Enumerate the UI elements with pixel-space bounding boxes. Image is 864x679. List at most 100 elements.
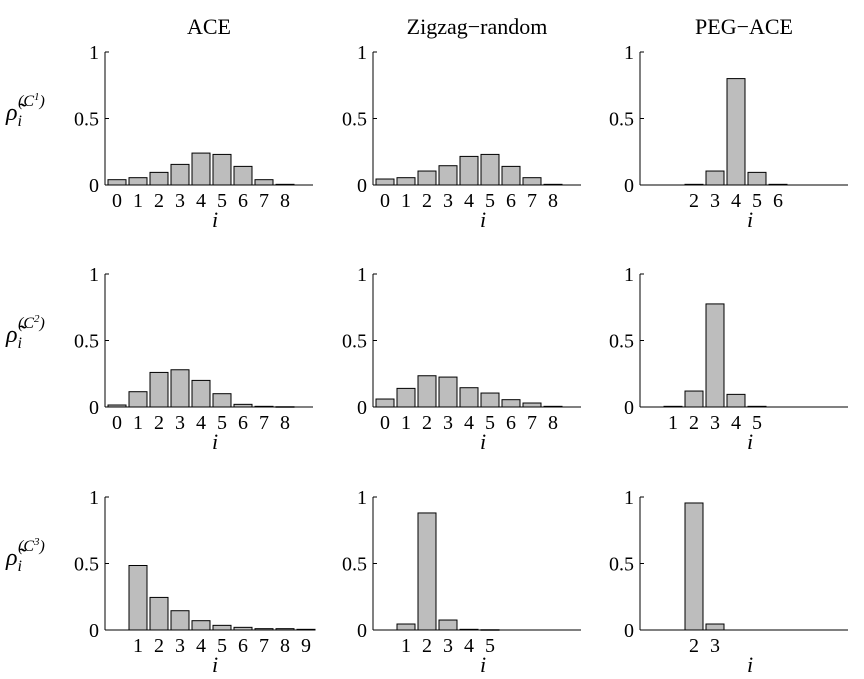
x-tick-label: 2 — [154, 635, 164, 657]
y-tick-label: 1 — [89, 264, 99, 286]
bar — [149, 171, 169, 186]
row-label-text: ρ̃i(C2) — [5, 313, 45, 352]
x-tick-label: 1 — [401, 190, 411, 212]
row-label-3: ρ̃i(C3) — [5, 536, 45, 575]
x-axis-label: i — [212, 652, 218, 677]
bar — [768, 183, 788, 186]
subplot-title: Zigzag−random — [407, 14, 548, 39]
x-tick-label: 2 — [689, 635, 699, 657]
bar — [684, 183, 704, 186]
x-tick-label: 3 — [175, 635, 185, 657]
x-tick-label: 6 — [238, 412, 248, 434]
row-label-1: ρ̃i(C1) — [5, 91, 45, 130]
x-tick-label: 7 — [259, 190, 269, 212]
row-label-text: ρ̃i(C3) — [5, 536, 45, 575]
y-tick-label: 0.5 — [74, 331, 99, 353]
x-tick-label: 2 — [422, 412, 432, 434]
bar — [705, 303, 725, 408]
x-tick-label: 3 — [443, 412, 453, 434]
bar — [438, 165, 458, 186]
bar — [212, 624, 232, 631]
bar — [417, 375, 437, 408]
bar — [275, 183, 295, 186]
x-tick-label: 6 — [506, 190, 516, 212]
y-tick-label: 0.5 — [609, 109, 634, 131]
x-tick-label: 0 — [380, 190, 390, 212]
bar — [254, 628, 274, 631]
x-tick-label: 2 — [689, 412, 699, 434]
bar — [438, 619, 458, 631]
bar — [396, 387, 416, 408]
y-tick-label: 0 — [357, 397, 367, 419]
bar — [233, 165, 253, 186]
y-tick-label: 1 — [357, 487, 367, 509]
row-label-2: ρ̃i(C2) — [5, 313, 45, 352]
x-tick-label: 2 — [689, 190, 699, 212]
x-tick-label: 5 — [485, 412, 495, 434]
x-tick-label: 1 — [401, 412, 411, 434]
y-tick-label: 0.5 — [342, 554, 367, 576]
x-axis-label: i — [747, 652, 753, 677]
bar — [480, 629, 500, 631]
subplot-title: PEG−ACE — [695, 14, 793, 39]
subplot-3-3: 0 0.5 1 2 3 i — [609, 487, 848, 677]
bar — [522, 402, 542, 408]
x-tick-label: 6 — [238, 635, 248, 657]
row-label-text: ρ̃i(C1) — [5, 91, 45, 130]
x-tick-label: 6 — [506, 412, 516, 434]
bar — [212, 153, 232, 186]
bar — [296, 628, 316, 631]
bar — [501, 399, 521, 408]
y-tick-label: 0 — [624, 397, 634, 419]
subplot-2-1: 00.510 1 2 3 4 5 6 7 8i — [74, 264, 313, 454]
bar — [417, 170, 437, 186]
y-tick-label: 0.5 — [609, 554, 634, 576]
bar — [149, 371, 169, 408]
x-tick-label: 4 — [731, 190, 741, 212]
bar — [275, 628, 295, 631]
bar — [726, 78, 746, 186]
x-tick-label: 5 — [752, 412, 762, 434]
y-tick-label: 0 — [624, 620, 634, 642]
x-tick-label: 4 — [464, 412, 474, 434]
bar — [128, 177, 148, 186]
x-tick-label: 4 — [464, 635, 474, 657]
bar — [191, 620, 211, 631]
x-tick-label: 5 — [217, 635, 227, 657]
subplot-3-2: 00.511 2 3 4 5i — [342, 487, 581, 677]
subplot-2-3: 00.511 2 3 4 5i — [609, 264, 848, 454]
bar — [375, 178, 395, 186]
y-tick-label: 1 — [357, 42, 367, 64]
x-tick-label: 7 — [527, 412, 537, 434]
subplot-title: ACE — [187, 14, 231, 39]
x-tick-label: 4 — [731, 412, 741, 434]
x-tick-label: 5 — [217, 412, 227, 434]
y-tick-label: 0 — [89, 620, 99, 642]
bar — [128, 564, 148, 631]
x-tick-label: 7 — [259, 635, 269, 657]
x-tick-label: 3 — [710, 412, 720, 434]
bar — [747, 405, 767, 408]
bar — [191, 152, 211, 186]
bar — [459, 155, 479, 186]
x-tick-label: 3 — [710, 190, 720, 212]
y-tick-label: 0.5 — [609, 331, 634, 353]
bar — [191, 379, 211, 408]
x-tick-label: 7 — [259, 412, 269, 434]
x-tick-label: 0 — [112, 412, 122, 434]
bar — [684, 390, 704, 408]
bar — [543, 405, 563, 408]
y-tick-label: 0.5 — [342, 109, 367, 131]
x-tick-label: 6 — [773, 190, 783, 212]
x-tick-label: 0 — [112, 190, 122, 212]
y-tick-label: 0.5 — [342, 331, 367, 353]
bar — [128, 391, 148, 408]
y-tick-label: 1 — [89, 42, 99, 64]
x-tick-label: 2 — [422, 635, 432, 657]
x-tick-label: 2 — [154, 190, 164, 212]
x-tick-label: 8 — [280, 190, 290, 212]
bar — [726, 393, 746, 408]
x-tick-label: 4 — [196, 190, 206, 212]
x-tick-label: 0 — [380, 412, 390, 434]
